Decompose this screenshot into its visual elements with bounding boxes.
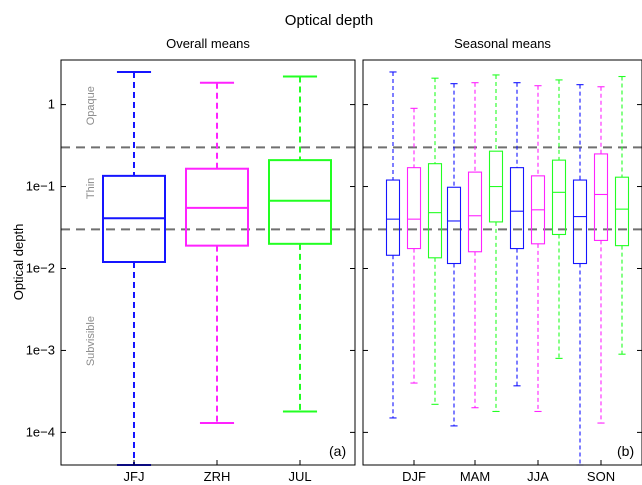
region-label-thin: Thin [85,178,97,199]
panel-letter-label: (a) [329,443,346,459]
region-label-opaque: Opaque [85,86,97,125]
box-djf-jfj [385,71,401,419]
x-tick-label-djf: DJF [402,469,426,484]
box-jja-jul [551,79,567,359]
panel-letter-label: (b) [617,443,634,459]
box-mam-jul [488,74,504,413]
iqr-box [268,159,332,245]
box-jja-zrh [530,85,546,413]
iqr-box [467,171,483,253]
iqr-box [427,163,443,259]
x-tick-label-jfj: JFJ [124,469,145,484]
box-djf-zrh [406,107,422,384]
chart-title: Optical depth [285,12,373,29]
x-tick-label-jja: JJA [527,469,549,484]
box-djf-jul [427,77,443,405]
box-son-jul [614,75,630,355]
y-tick-label: 1e−1 [26,179,55,194]
plot-frame [362,59,642,466]
y-tick-label: 1 [48,97,55,112]
box-jul-jul [268,75,332,413]
panel-overall-means: Overall means Opaque Thin Subvisible 1e−4 1e−… [26,36,356,484]
panel-subtitle: Seasonal means [454,36,551,51]
y-tick-label: 1e−4 [26,424,55,439]
y-axis-label: Optical depth [11,224,26,301]
y-tick-label: 1e−3 [26,342,55,357]
x-tick-label-mam: MAM [460,469,490,484]
iqr-box [572,179,588,265]
iqr-box [406,167,422,250]
box-son-jfj [572,84,588,466]
y-tick-label: 1e−2 [26,260,55,275]
x-tick-label-son: SON [587,469,615,484]
iqr-box [551,159,567,236]
box-jfj-jfj [102,70,166,466]
plot-frame [60,59,356,466]
box-mam-zrh [467,82,483,409]
iqr-box [509,167,525,250]
box-jja-jfj [509,82,525,387]
box-son-zrh [593,86,609,424]
iqr-box [446,186,462,265]
iqr-box [593,153,609,241]
box-zrh-zrh [185,81,249,425]
region-label-subvisible: Subvisible [85,316,97,366]
panel-seasonal-means: Seasonal means DJF MAM JJA SON(b) [362,36,642,484]
box-mam-jfj [446,83,462,427]
iqr-box [614,176,630,247]
x-tick-label-jul: JUL [288,469,311,484]
panel-subtitle: Overall means [166,36,250,51]
x-tick-label-zrh: ZRH [204,469,231,484]
iqr-box [385,179,401,256]
